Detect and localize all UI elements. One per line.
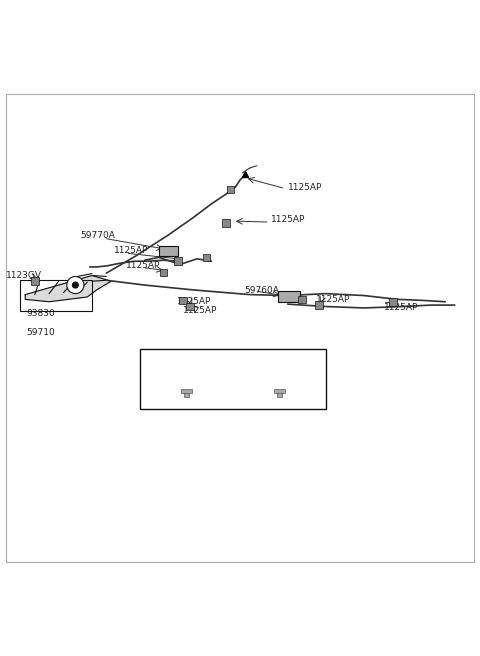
Bar <box>203 254 210 261</box>
Bar <box>298 296 306 303</box>
Bar <box>222 219 229 227</box>
Bar <box>389 298 396 306</box>
Text: 1129AP: 1129AP <box>260 357 299 366</box>
Text: 59760A: 59760A <box>245 286 280 295</box>
Bar <box>315 301 323 309</box>
Text: 1125AP: 1125AP <box>126 260 161 270</box>
Text: 59770A: 59770A <box>80 232 115 240</box>
Bar <box>227 186 234 194</box>
Text: 1125AP: 1125AP <box>384 304 419 312</box>
Text: 1123GV: 1123GV <box>6 271 42 280</box>
Bar <box>179 297 187 304</box>
Bar <box>181 390 192 393</box>
Circle shape <box>67 276 84 294</box>
Text: 59710: 59710 <box>26 328 55 337</box>
Circle shape <box>72 282 78 288</box>
Bar <box>140 350 326 409</box>
Bar <box>174 257 182 265</box>
Text: 1125AP: 1125AP <box>183 306 217 316</box>
Bar <box>186 302 194 310</box>
Bar <box>160 269 168 276</box>
Bar <box>184 393 189 397</box>
Polygon shape <box>25 276 111 302</box>
Bar <box>274 390 285 393</box>
Text: 1125AP: 1125AP <box>271 215 305 224</box>
Bar <box>31 277 38 285</box>
Text: 1125AP: 1125AP <box>177 297 211 306</box>
Bar <box>21 280 92 312</box>
Bar <box>278 291 300 302</box>
Text: 1125AP: 1125AP <box>114 246 148 255</box>
Bar <box>277 393 282 397</box>
Text: 1125AP: 1125AP <box>288 183 322 192</box>
Text: 93830: 93830 <box>26 309 55 318</box>
Bar <box>159 246 178 256</box>
Text: 1125AL: 1125AL <box>168 357 205 366</box>
Text: 1125AP: 1125AP <box>316 295 351 304</box>
